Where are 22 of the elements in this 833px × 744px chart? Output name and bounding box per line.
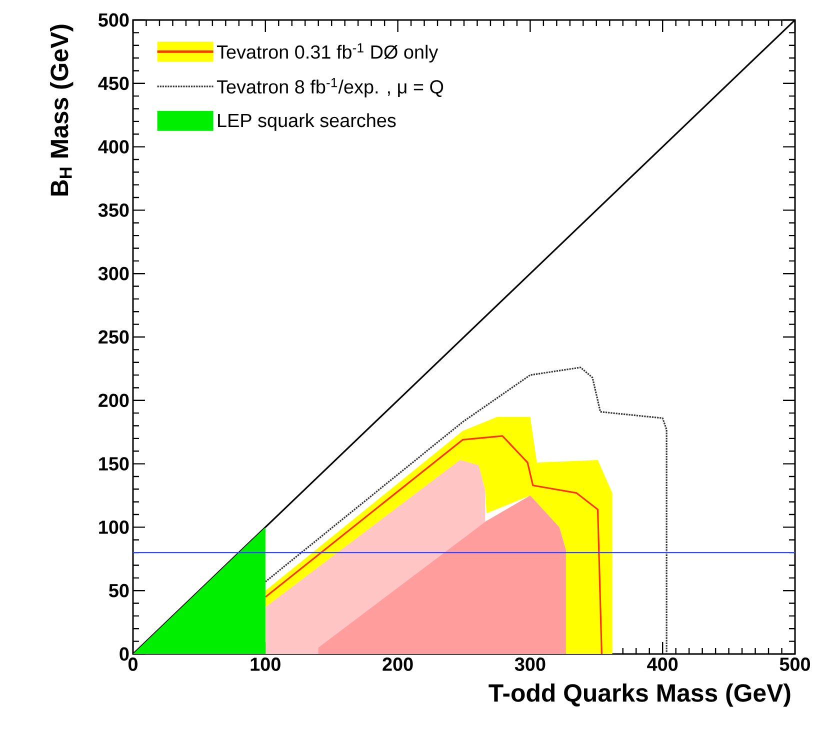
x-tick-label: 400 [647,658,678,671]
y-tick-label: 250 [98,330,129,344]
y-tick-label: 350 [98,203,129,217]
y-tick-label: 100 [99,520,129,534]
x-tick-label: 0 [128,658,138,671]
y-tick-label: 50 [109,584,129,598]
x-tick-label: 200 [382,658,413,671]
y-tick-label: 400 [98,140,129,154]
x-axis-title: T-odd Quarks Mass (GeV) [488,684,790,707]
x-tick-label: 300 [514,658,546,671]
y-tick-label: 150 [99,457,129,471]
x-tick-label: 100 [250,658,280,671]
y-tick-label: 500 [98,13,129,27]
y-axis-title: B$_{H}$ Mass (GeV) [50,24,74,196]
y-tick-label: 200 [98,394,129,408]
y-tick-label: 0 [120,647,129,661]
legend-label: Tevatron 0.31 fb$^{-1}$ DØ only [216,43,438,62]
x-tick-label: 500 [780,658,810,671]
y-tick-label: 300 [98,266,129,280]
legend-label: Tevatron 8 fb$^{-1}$/exp. , μ = Q [216,78,444,98]
y-tick-label: 450 [98,76,129,90]
legend-label: LEP squark searches [218,113,396,131]
